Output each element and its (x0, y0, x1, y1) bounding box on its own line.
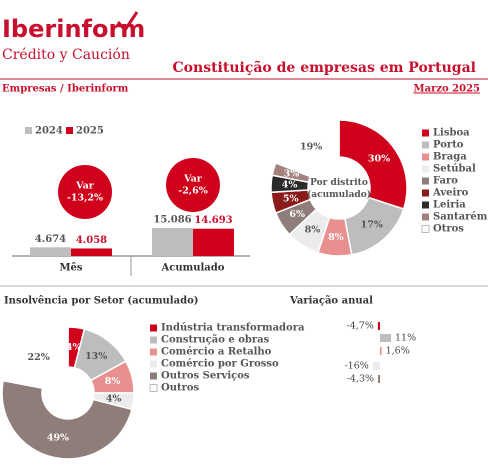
center-label: Por distrito (acumulado) (307, 178, 371, 200)
bar (372, 362, 380, 370)
date: Marzo 2025 (414, 84, 481, 95)
slice-label: 49% (47, 432, 69, 443)
var-label: Var (183, 174, 203, 185)
legend-label: Braga (433, 152, 467, 163)
legend-label: Porto (433, 140, 464, 151)
value-label: -4,7% (347, 321, 374, 332)
legend-label: Indústria transformadora (161, 323, 305, 334)
category-label: Acumulado (161, 263, 225, 274)
donut-slice (2, 326, 69, 390)
legend-swatch (421, 225, 430, 233)
legend-swatch (149, 384, 158, 392)
slice-label: 8% (328, 232, 344, 243)
legend-label: Leiria (433, 200, 466, 211)
bar (380, 334, 391, 342)
legend-swatch (25, 127, 32, 134)
legend-swatch (422, 153, 429, 161)
bar (71, 248, 112, 256)
section-title: Variação anual (289, 296, 373, 307)
slice-label: 5% (283, 193, 299, 204)
value-label: 15.086 (153, 215, 191, 226)
legend-swatch (150, 336, 157, 344)
brand: Iberinform (2, 15, 145, 43)
legend-label: Lisboa (433, 128, 470, 139)
bar (377, 322, 380, 330)
value-label: -4,3% (347, 374, 374, 385)
legend-label: Outros Serviços (161, 371, 250, 382)
page-title: Constituição de empresas em Portugal (173, 59, 476, 76)
legend-label: 2024 (35, 126, 63, 137)
var-label: Var (75, 181, 95, 192)
var-label: -2,6% (178, 186, 208, 197)
legend-label: Faro (433, 176, 458, 187)
bar (152, 228, 193, 256)
legend-label: Outros (161, 383, 200, 394)
legend-swatch (150, 324, 157, 332)
bar (378, 375, 380, 383)
var-bubble (58, 165, 112, 219)
var-bubble (166, 158, 220, 212)
bar (193, 228, 234, 256)
legend-label: Setúbal (433, 164, 476, 175)
legend-swatch (66, 127, 73, 134)
slice-label: 4% (106, 393, 122, 404)
legend-swatch (422, 177, 429, 185)
tagline: Crédito y Caución (2, 47, 130, 63)
legend-swatch (422, 141, 429, 149)
legend-swatch (422, 189, 429, 197)
donut-slice (1, 379, 133, 460)
legend-swatch (422, 201, 429, 209)
brand-icon (116, 11, 139, 33)
legend-label: Construção e obras (161, 335, 270, 346)
legend-label: Otros (433, 224, 464, 235)
legend-swatch (150, 348, 157, 356)
legend-label: 2025 (76, 126, 104, 137)
slice-label: 17% (361, 220, 383, 231)
section-title: Insolvência por Setor (acumulado) (4, 296, 198, 307)
legend-swatch (422, 213, 429, 221)
category-label: Mês (59, 263, 82, 274)
value-label: 14.693 (194, 215, 232, 226)
slice-label: 19% (300, 142, 322, 153)
slice-label: 8% (105, 376, 121, 387)
legend-label: Comércio a Retalho (161, 347, 272, 358)
legend-swatch (150, 372, 157, 380)
slice-label: 13% (85, 351, 107, 362)
slice-label: 6% (289, 209, 305, 220)
value-label: 1,6% (386, 346, 410, 357)
slice-label: 4% (66, 342, 82, 353)
value-label: 4.674 (35, 234, 66, 245)
value-label: 4.058 (76, 235, 107, 246)
source: Empresas / Iberinform (2, 84, 129, 95)
legend-swatch (422, 129, 429, 137)
legend-label: Comércio por Grosso (161, 359, 279, 370)
bar (380, 347, 382, 355)
slice-label: 4% (282, 179, 298, 190)
legend-swatch (150, 360, 157, 368)
slice-label: 8% (305, 224, 321, 235)
slice-label: 22% (28, 352, 50, 363)
legend-label: Aveiro (432, 188, 469, 199)
slice-label: 3% (284, 169, 300, 180)
donut-slice (274, 119, 340, 178)
value-label: -16% (344, 361, 368, 372)
legend-label: Santarém (433, 212, 488, 223)
bar (30, 247, 71, 256)
donut-slice (338, 119, 408, 210)
var-label: -13,2% (67, 193, 103, 204)
legend-swatch (422, 165, 429, 173)
value-label: 11% (395, 333, 416, 344)
slice-label: 30% (368, 153, 390, 164)
